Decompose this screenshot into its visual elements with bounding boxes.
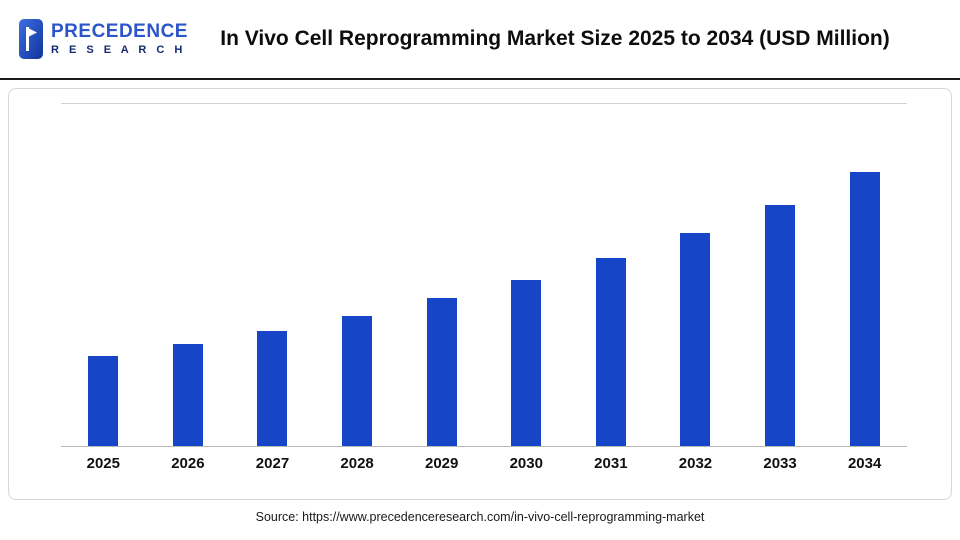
bar-2026 bbox=[172, 344, 203, 446]
logo-text: PRECEDENCE R E S E A R C H bbox=[51, 22, 188, 56]
bar-2029 bbox=[426, 298, 457, 446]
x-label-2025: 2025 bbox=[86, 455, 120, 472]
bar-2030 bbox=[511, 279, 542, 446]
x-label-2032: 2032 bbox=[678, 455, 713, 472]
x-label-2029: 2029 bbox=[424, 455, 459, 472]
precedence-research-logo: PRECEDENCE R E S E A R C H bbox=[18, 17, 188, 61]
bar-slot bbox=[399, 104, 484, 446]
x-label-2034: 2034 bbox=[847, 455, 882, 472]
bar-slot bbox=[61, 104, 146, 446]
bar-2028 bbox=[342, 316, 373, 446]
x-label-2030: 2030 bbox=[509, 455, 543, 472]
bar-2027 bbox=[257, 331, 288, 446]
x-axis-labels: 2025 2026 2027 2028 2029 2030 2031 2032 2033 2034 bbox=[61, 455, 907, 472]
bar-slot bbox=[653, 104, 738, 446]
chart-container: 2025 2026 2027 2028 2029 2030 2031 2032 2033 2034 bbox=[8, 88, 952, 500]
header: PRECEDENCE R E S E A R C H In Vivo Cell … bbox=[0, 0, 960, 80]
bar-slot bbox=[738, 104, 823, 446]
logo-line2: R E S E A R C H bbox=[51, 44, 186, 56]
bar-slot bbox=[230, 104, 315, 446]
precedence-logo-icon bbox=[18, 17, 44, 61]
bar-2033 bbox=[765, 204, 796, 446]
bar-2025 bbox=[88, 356, 119, 446]
bar-slot bbox=[822, 104, 907, 446]
page-title: In Vivo Cell Reprogramming Market Size 2… bbox=[220, 27, 890, 50]
x-label-2027: 2027 bbox=[255, 455, 290, 472]
x-label-2026: 2026 bbox=[171, 455, 205, 472]
bar-2032 bbox=[680, 232, 711, 446]
bars bbox=[61, 104, 907, 446]
bar-slot bbox=[146, 104, 231, 446]
plot-area bbox=[61, 103, 907, 447]
bar-slot bbox=[569, 104, 654, 446]
bar-slot bbox=[484, 104, 569, 446]
x-label-2028: 2028 bbox=[340, 455, 374, 472]
source-citation: Source: https://www.precedenceresearch.c… bbox=[255, 510, 705, 524]
logo-line1: PRECEDENCE bbox=[51, 21, 188, 42]
bar-2031 bbox=[595, 257, 626, 446]
bar-slot bbox=[315, 104, 400, 446]
bar-2034 bbox=[849, 171, 880, 446]
x-label-2033: 2033 bbox=[763, 455, 797, 472]
x-label-2031: 2031 bbox=[594, 455, 628, 472]
